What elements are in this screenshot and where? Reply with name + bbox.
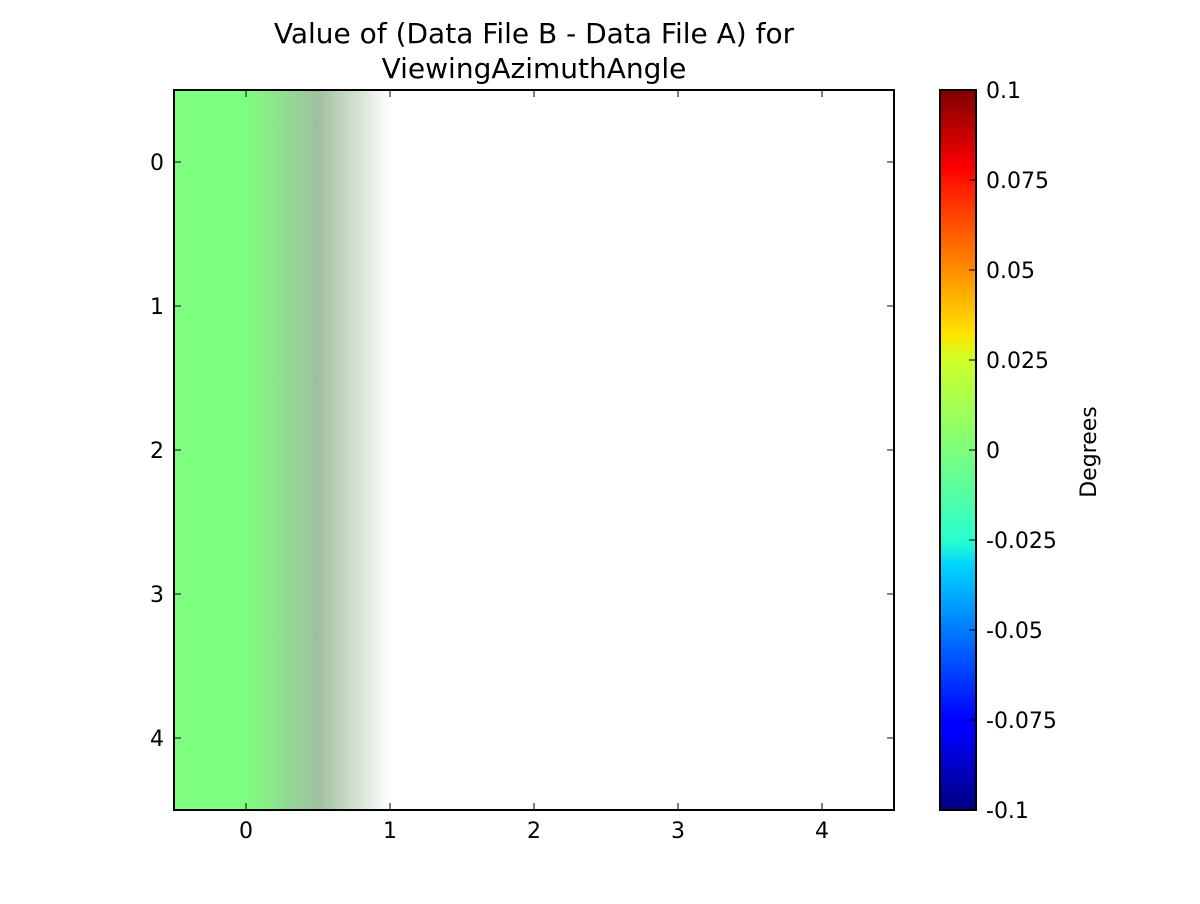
x-tick-label: 4 (815, 819, 829, 844)
colorbar-tick-label: 0.075 (986, 169, 1049, 194)
heatmap-interpolation (246, 378, 390, 523)
y-tick-label: 4 (150, 727, 164, 752)
heatmap-cell (174, 378, 246, 522)
colorbar-tick-label: -0.1 (986, 799, 1029, 824)
heatmap-cell (174, 522, 246, 666)
colorbar-tick-label: -0.075 (986, 709, 1057, 734)
heatmap-cell (174, 234, 246, 378)
chart-title-line-1: Value of (Data File B - Data File A) for (273, 17, 795, 50)
heatmap-cell (174, 90, 246, 234)
heatmap-interpolation (246, 234, 390, 379)
colorbar-label: Degrees (1077, 406, 1102, 498)
x-tick-label: 0 (239, 819, 253, 844)
y-tick-label: 3 (150, 583, 164, 608)
colorbar: 0.1 0.075 0.05 0.025 0 -0.025 -0.05 -0.075 -0.1 D… (939, 79, 1102, 824)
heatmap-interpolation (246, 90, 390, 235)
x-tick-label: 1 (383, 819, 397, 844)
y-tick-label: 0 (150, 151, 164, 176)
colorbar-tick-label: -0.025 (986, 529, 1057, 554)
x-tick-label: 2 (527, 819, 541, 844)
y-tick-label: 1 (150, 295, 164, 320)
plot-area: 0 1 2 3 4 0 1 2 3 4 (150, 89, 895, 844)
chart-title-line-2: ViewingAzimuthAngle (381, 52, 687, 85)
colorbar-tick-label: 0.025 (986, 349, 1049, 374)
heatmap-interpolation (246, 522, 390, 667)
colorbar-tick-label: 0.1 (986, 79, 1021, 104)
x-tick-label: 3 (671, 819, 685, 844)
heatmap-interpolation (246, 666, 390, 811)
colorbar-tick-label: 0.05 (986, 259, 1035, 284)
colorbar-tick-label: 0 (986, 439, 1000, 464)
y-tick-label: 2 (150, 439, 164, 464)
colorbar-tick-label: -0.05 (986, 619, 1043, 644)
heatmap-cell (174, 666, 246, 810)
